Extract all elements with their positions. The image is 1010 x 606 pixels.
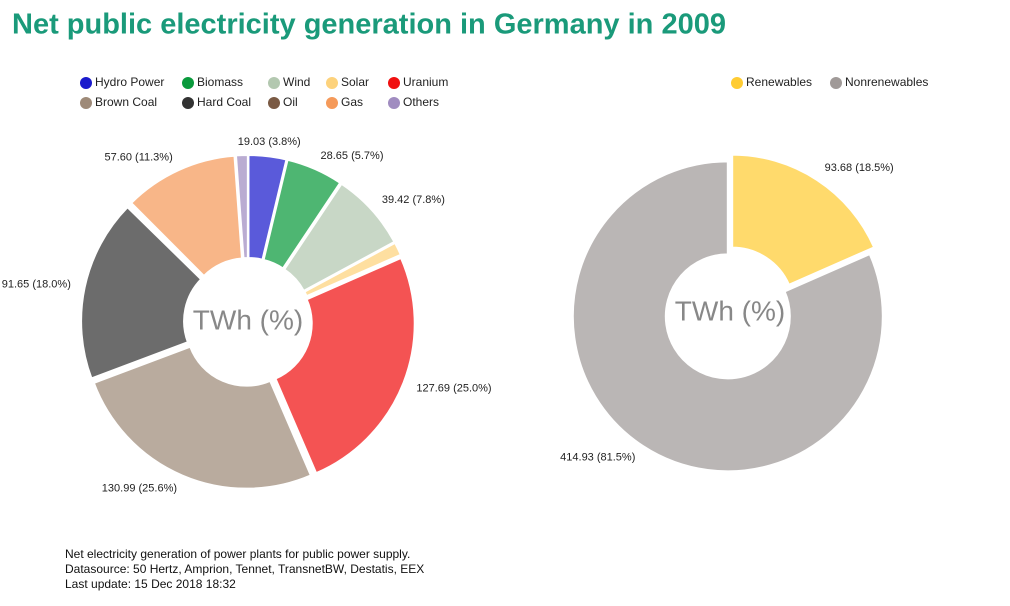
legend-swatch	[80, 97, 92, 109]
footer-line: Last update: 15 Dec 2018 18:32	[65, 577, 236, 591]
pie-slice	[571, 160, 884, 473]
footer-line: Datasource: 50 Hertz, Amprion, Tennet, T…	[65, 562, 424, 576]
legend-label: Others	[403, 95, 439, 109]
data-label: 39.42 (7.8%)	[382, 194, 445, 206]
legend-label: Hard Coal	[197, 95, 251, 109]
center-label: TWh (%)	[675, 295, 785, 326]
footer-line: Net electricity generation of power plan…	[65, 547, 410, 561]
pie-slice	[80, 205, 203, 380]
data-label: 130.99 (25.6%)	[102, 482, 177, 494]
legend-label: Uranium	[403, 75, 448, 89]
legend-label: Gas	[341, 95, 363, 109]
pie-slice	[247, 154, 288, 261]
legend-swatch	[388, 97, 400, 109]
page-title: Net public electricity generation in Ger…	[12, 9, 726, 41]
data-label: 19.03 (3.8%)	[238, 136, 301, 148]
data-label: 93.68 (18.5%)	[825, 162, 894, 174]
pie-slice	[731, 153, 876, 287]
data-label: 28.65 (5.7%)	[321, 150, 384, 162]
pie-slice	[303, 241, 403, 298]
legend-swatch	[268, 77, 280, 89]
pie-slice	[274, 256, 416, 475]
legend-label: Nonrenewables	[845, 75, 928, 89]
legend-swatch	[80, 77, 92, 89]
legend-label: Biomass	[197, 75, 243, 89]
data-label: 414.93 (81.5%)	[560, 452, 635, 464]
pie-slice	[92, 345, 313, 490]
legend-swatch	[182, 97, 194, 109]
pie-slice	[129, 154, 244, 278]
data-label: 91.65 (18.0%)	[2, 279, 71, 291]
legend-swatch	[182, 77, 194, 89]
legend-swatch	[830, 77, 842, 89]
legend-swatch	[268, 97, 280, 109]
legend-label: Wind	[283, 75, 310, 89]
pie-slice	[282, 182, 396, 293]
legend-label: Renewables	[746, 75, 812, 89]
legend-label: Solar	[341, 75, 369, 89]
legend-swatch	[326, 77, 338, 89]
data-label: 57.60 (11.3%)	[104, 151, 172, 163]
legend-swatch	[326, 97, 338, 109]
legend-label: Brown Coal	[95, 95, 157, 109]
data-label: 127.69 (25.0%)	[416, 382, 491, 394]
legend-swatch	[388, 77, 400, 89]
legend-label: Oil	[283, 95, 298, 109]
legend-swatch	[731, 77, 743, 89]
pie-slice	[262, 158, 342, 270]
center-label: TWh (%)	[193, 304, 303, 335]
pie-slice	[234, 154, 249, 260]
legend-label: Hydro Power	[95, 75, 164, 89]
pie-slice	[127, 202, 205, 279]
